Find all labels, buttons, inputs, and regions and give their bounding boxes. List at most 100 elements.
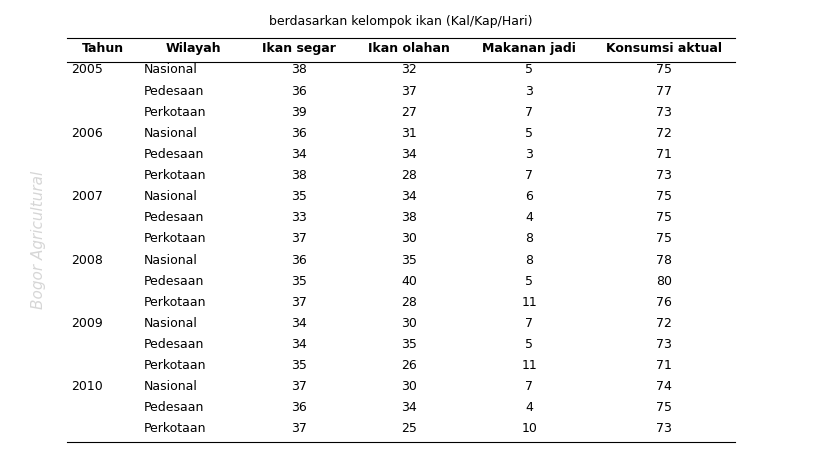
Text: Ikan segar: Ikan segar: [262, 42, 336, 55]
Text: 36: 36: [291, 85, 307, 97]
Text: 34: 34: [291, 317, 307, 330]
Text: Ikan olahan: Ikan olahan: [368, 42, 450, 55]
Text: Perkotaan: Perkotaan: [144, 232, 207, 245]
Text: Nasional: Nasional: [144, 317, 198, 330]
Text: 39: 39: [291, 106, 307, 119]
Text: 36: 36: [291, 254, 307, 267]
Text: 37: 37: [401, 85, 417, 97]
Text: Perkotaan: Perkotaan: [144, 296, 207, 309]
Text: 31: 31: [401, 127, 417, 140]
Text: 72: 72: [656, 127, 672, 140]
Text: 34: 34: [401, 148, 417, 161]
Text: Konsumsi aktual: Konsumsi aktual: [606, 42, 721, 55]
Text: 35: 35: [401, 338, 417, 351]
Text: 34: 34: [401, 401, 417, 414]
Text: 37: 37: [291, 232, 307, 245]
Text: 35: 35: [401, 254, 417, 267]
Text: 2009: 2009: [70, 317, 102, 330]
Text: 11: 11: [521, 296, 537, 309]
Text: 30: 30: [401, 232, 417, 245]
Text: 30: 30: [401, 380, 417, 393]
Text: Perkotaan: Perkotaan: [144, 359, 207, 372]
Text: 73: 73: [656, 169, 672, 182]
Text: Pedesaan: Pedesaan: [144, 211, 204, 224]
Text: 71: 71: [656, 148, 672, 161]
Text: Nasional: Nasional: [144, 63, 198, 76]
Text: 34: 34: [401, 190, 417, 203]
Text: 37: 37: [291, 296, 307, 309]
Text: 5: 5: [525, 274, 533, 288]
Text: Pedesaan: Pedesaan: [144, 274, 204, 288]
Text: 5: 5: [525, 338, 533, 351]
Text: 7: 7: [525, 317, 533, 330]
Text: 2005: 2005: [70, 63, 102, 76]
Text: 7: 7: [525, 106, 533, 119]
Text: Bogor Agricultural: Bogor Agricultural: [30, 171, 46, 310]
Text: Pedesaan: Pedesaan: [144, 85, 204, 97]
Text: 34: 34: [291, 338, 307, 351]
Text: 72: 72: [656, 317, 672, 330]
Text: 2007: 2007: [70, 190, 102, 203]
Text: 3: 3: [525, 85, 533, 97]
Text: 77: 77: [656, 85, 672, 97]
Text: 35: 35: [291, 359, 307, 372]
Text: Pedesaan: Pedesaan: [144, 148, 204, 161]
Text: 11: 11: [521, 359, 537, 372]
Text: 38: 38: [401, 211, 417, 224]
Text: 37: 37: [291, 380, 307, 393]
Text: Perkotaan: Perkotaan: [144, 169, 207, 182]
Text: 75: 75: [656, 401, 672, 414]
Text: Pedesaan: Pedesaan: [144, 401, 204, 414]
Text: 27: 27: [401, 106, 417, 119]
Text: 36: 36: [291, 401, 307, 414]
Text: 75: 75: [656, 63, 672, 76]
Text: 75: 75: [656, 190, 672, 203]
Text: 73: 73: [656, 422, 672, 436]
Text: 38: 38: [291, 63, 307, 76]
Text: 4: 4: [525, 211, 533, 224]
Text: 7: 7: [525, 169, 533, 182]
Text: 75: 75: [656, 211, 672, 224]
Text: 28: 28: [401, 169, 417, 182]
Text: 25: 25: [401, 422, 417, 436]
Text: 38: 38: [291, 169, 307, 182]
Text: 33: 33: [291, 211, 307, 224]
Text: berdasarkan kelompok ikan (Kal/Kap/Hari): berdasarkan kelompok ikan (Kal/Kap/Hari): [269, 15, 533, 28]
Text: 8: 8: [525, 232, 533, 245]
Text: 10: 10: [521, 422, 537, 436]
Text: 35: 35: [291, 190, 307, 203]
Text: 71: 71: [656, 359, 672, 372]
Text: Nasional: Nasional: [144, 254, 198, 267]
Text: Nasional: Nasional: [144, 190, 198, 203]
Text: 80: 80: [656, 274, 672, 288]
Text: Tahun: Tahun: [83, 42, 124, 55]
Text: 78: 78: [656, 254, 672, 267]
Text: 75: 75: [656, 232, 672, 245]
Text: 73: 73: [656, 338, 672, 351]
Text: 5: 5: [525, 127, 533, 140]
Text: 32: 32: [401, 63, 417, 76]
Text: Perkotaan: Perkotaan: [144, 106, 207, 119]
Text: Perkotaan: Perkotaan: [144, 422, 207, 436]
Text: 3: 3: [525, 148, 533, 161]
Text: 26: 26: [401, 359, 417, 372]
Text: 34: 34: [291, 148, 307, 161]
Text: 35: 35: [291, 274, 307, 288]
Text: 2008: 2008: [70, 254, 102, 267]
Text: 6: 6: [525, 190, 533, 203]
Text: Pedesaan: Pedesaan: [144, 338, 204, 351]
Text: 37: 37: [291, 422, 307, 436]
Text: Makanan jadi: Makanan jadi: [483, 42, 576, 55]
Text: 7: 7: [525, 380, 533, 393]
Text: Wilayah: Wilayah: [165, 42, 221, 55]
Text: 4: 4: [525, 401, 533, 414]
Text: 40: 40: [401, 274, 417, 288]
Text: 74: 74: [656, 380, 672, 393]
Text: 2010: 2010: [70, 380, 102, 393]
Text: 2006: 2006: [70, 127, 102, 140]
Text: 28: 28: [401, 296, 417, 309]
Text: Nasional: Nasional: [144, 380, 198, 393]
Text: 5: 5: [525, 63, 533, 76]
Text: 73: 73: [656, 106, 672, 119]
Text: Nasional: Nasional: [144, 127, 198, 140]
